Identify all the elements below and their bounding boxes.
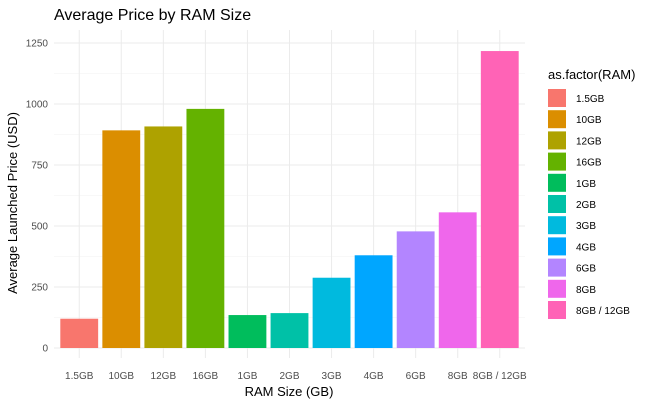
legend-label: 3GB (576, 221, 596, 232)
legend-label: 8GB / 12GB (576, 306, 630, 317)
y-tick-label: 500 (31, 222, 48, 233)
legend-label: 2GB (576, 200, 596, 211)
legend: as.factor(RAM) 1.5GB 10GB 12GB 16GB 1GB 2GB 3G… (548, 67, 635, 319)
bar-1-5gb (60, 318, 99, 348)
legend-key (548, 216, 566, 235)
legend-key (548, 89, 566, 107)
legend-key (548, 152, 566, 171)
x-tick-label: 6GB (406, 371, 426, 382)
legend-label: 10GB (576, 115, 602, 126)
legend-key (548, 279, 566, 298)
x-tick-label: 12GB (151, 371, 177, 382)
legend-key (548, 173, 566, 192)
legend-key (548, 131, 566, 150)
plot-area: 0 250 500 750 1000 1250 1.5GB 10GB 12GB 16GB 1GB 2G… (26, 30, 527, 382)
legend-key (548, 195, 566, 213)
bar-8gb (438, 212, 477, 348)
x-tick-label: 4GB (364, 371, 384, 382)
bar-3gb (312, 277, 351, 348)
legend-label: 8GB (576, 285, 596, 296)
x-tick-label: 8GB / 12GB (473, 371, 527, 382)
x-tick-label: 1GB (237, 371, 257, 382)
bar-12gb (144, 126, 183, 348)
bar-1gb (228, 315, 267, 348)
x-tick-label: 16GB (193, 371, 219, 382)
legend-key (548, 301, 566, 319)
legend-label: 4GB (576, 242, 596, 253)
legend-title: as.factor(RAM) (548, 67, 635, 82)
y-axis-title: Average Launched Price (USD) (5, 112, 20, 294)
legend-key (548, 258, 566, 277)
x-tick-label: 1.5GB (65, 371, 94, 382)
x-tick-label: 8GB (448, 371, 468, 382)
legend-label: 1GB (576, 179, 596, 190)
bar-16gb (186, 108, 225, 348)
legend-key (548, 110, 566, 129)
legend-key (548, 237, 566, 256)
legend-label: 6GB (576, 264, 596, 275)
y-tick-label: 750 (31, 161, 48, 172)
y-tick-label: 1250 (26, 39, 49, 50)
x-tick-label: 2GB (279, 371, 299, 382)
bar-4gb (354, 255, 393, 348)
x-axis-title: RAM Size (GB) (245, 384, 334, 399)
chart-title: Average Price by RAM Size (54, 7, 251, 24)
y-tick-label: 1000 (26, 100, 49, 111)
bar-2gb (270, 313, 309, 348)
bar-10gb (102, 130, 141, 348)
y-tick-label: 250 (31, 283, 48, 294)
legend-label: 1.5GB (576, 94, 605, 105)
legend-label: 12GB (576, 136, 602, 147)
x-tick-label: 3GB (322, 371, 342, 382)
x-tick-label: 10GB (108, 371, 134, 382)
y-tick-label: 0 (42, 344, 48, 355)
bar-6gb (396, 231, 435, 348)
bar-8gb-12gb (480, 51, 519, 348)
legend-label: 16GB (576, 158, 602, 169)
